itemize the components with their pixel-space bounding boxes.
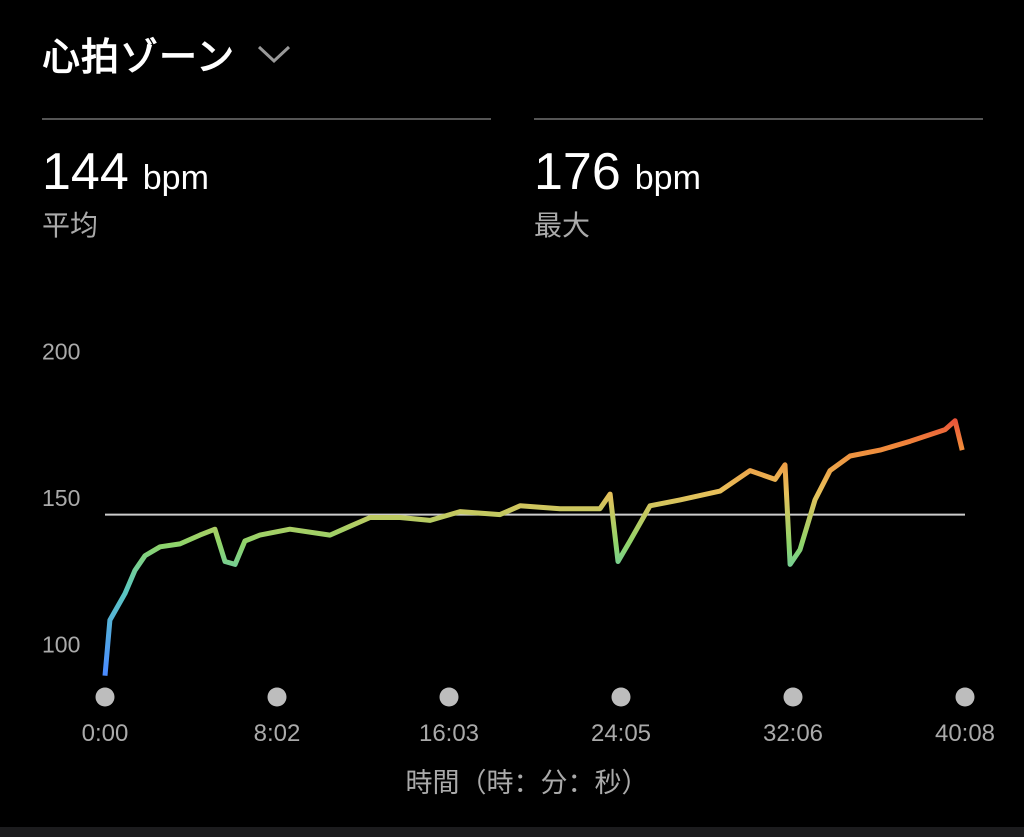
x-tick-marker <box>439 687 459 707</box>
average-value: 144 <box>42 143 129 201</box>
x-axis-title: 時間（時：分：秒） <box>406 768 649 799</box>
average-label: 平均 <box>42 209 99 242</box>
x-tick-label: 40:08 <box>935 720 995 747</box>
x-tick-marker <box>783 687 803 707</box>
x-tick-marker <box>955 687 975 707</box>
y-tick-label: 100 <box>42 632 80 658</box>
y-tick-label: 200 <box>42 339 80 365</box>
chevron-down-icon <box>258 45 291 63</box>
max-stat: 176 bpm 最大 <box>534 118 983 244</box>
max-unit: bpm <box>634 159 701 197</box>
x-tick-label: 8:02 <box>254 720 301 747</box>
x-tick-marker <box>611 687 631 707</box>
page-title: 心拍ゾーン <box>42 35 236 79</box>
bottom-bar <box>0 827 1024 837</box>
max-label: 最大 <box>534 209 591 242</box>
x-tick-label: 16:03 <box>419 720 479 747</box>
x-tick-marker <box>267 687 287 707</box>
x-tick-label: 24:05 <box>591 720 651 747</box>
y-tick-label: 150 <box>42 485 80 511</box>
max-value: 176 <box>534 143 621 201</box>
x-tick-label: 32:06 <box>763 720 823 747</box>
heart-rate-zone-dropdown[interactable]: 心拍ゾーン <box>42 26 291 81</box>
average-unit: bpm <box>142 159 209 197</box>
x-tick-marker <box>95 687 115 707</box>
x-tick-label: 0:00 <box>82 720 129 747</box>
average-stat: 144 bpm 平均 <box>42 118 491 244</box>
heart-rate-series-line <box>102 418 965 676</box>
